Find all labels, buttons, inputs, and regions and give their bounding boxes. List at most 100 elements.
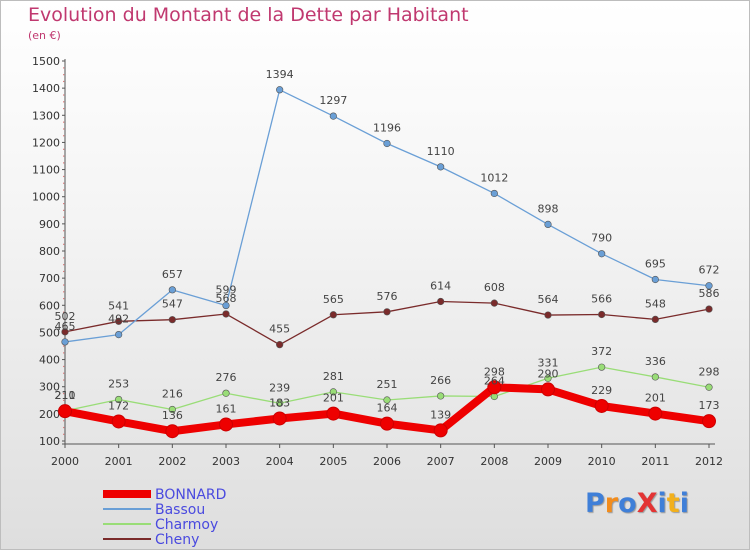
x-tick-label: 2005 bbox=[319, 455, 347, 468]
logo-letter: i bbox=[679, 488, 689, 519]
data-label: 1110 bbox=[427, 145, 455, 158]
data-label: 568 bbox=[216, 292, 237, 305]
data-label: 229 bbox=[591, 384, 612, 397]
data-point bbox=[383, 308, 391, 316]
data-point bbox=[168, 286, 176, 294]
chart-subtitle: (en €) bbox=[28, 29, 61, 42]
y-tick-label: 300 bbox=[39, 381, 60, 394]
data-point bbox=[648, 406, 663, 421]
data-label: 298 bbox=[484, 365, 505, 378]
y-tick-label: 500 bbox=[39, 326, 60, 339]
data-point bbox=[165, 424, 180, 439]
data-label: 1196 bbox=[373, 122, 401, 135]
y-tick-label: 700 bbox=[39, 272, 60, 285]
y-minor-tick bbox=[63, 148, 65, 150]
data-label: 502 bbox=[55, 310, 76, 323]
legend-label-bonnard: BONNARD bbox=[155, 487, 226, 503]
y-minor-tick bbox=[63, 216, 65, 218]
y-minor-tick bbox=[63, 352, 65, 354]
x-tick-label: 2000 bbox=[51, 455, 79, 468]
data-label: 492 bbox=[108, 313, 129, 326]
data-point bbox=[383, 139, 391, 148]
y-tick-label: 200 bbox=[39, 408, 60, 421]
data-label: 695 bbox=[645, 258, 666, 271]
data-label: 298 bbox=[699, 365, 720, 378]
y-tick-label: 100 bbox=[39, 435, 60, 448]
data-point bbox=[705, 305, 713, 313]
data-label: 1394 bbox=[266, 68, 294, 81]
y-minor-tick bbox=[63, 155, 65, 157]
data-label: 211 bbox=[55, 389, 76, 402]
data-label: 161 bbox=[216, 402, 237, 415]
data-point bbox=[219, 417, 233, 432]
data-point bbox=[705, 383, 713, 391]
legend-label-cheny: Cheny bbox=[155, 532, 199, 548]
y-minor-tick bbox=[63, 291, 65, 293]
data-label: 210 bbox=[55, 389, 76, 402]
data-label: 672 bbox=[699, 264, 720, 277]
y-tick-label: 1500 bbox=[32, 55, 60, 68]
y-minor-tick bbox=[63, 74, 65, 76]
data-point bbox=[58, 404, 72, 419]
y-tick-label: 800 bbox=[39, 245, 60, 258]
data-label: 586 bbox=[699, 287, 720, 300]
data-label: 253 bbox=[108, 377, 129, 390]
data-label: 290 bbox=[538, 367, 559, 380]
data-point bbox=[702, 414, 716, 429]
data-point bbox=[222, 310, 230, 318]
data-point bbox=[61, 328, 69, 336]
y-minor-tick bbox=[63, 318, 65, 320]
data-label: 898 bbox=[538, 202, 559, 215]
logo-letter: X bbox=[636, 488, 658, 519]
y-minor-tick bbox=[63, 189, 65, 191]
y-minor-tick bbox=[63, 345, 65, 347]
data-label: 164 bbox=[377, 402, 398, 415]
data-label: 1297 bbox=[319, 94, 347, 107]
data-point bbox=[276, 86, 284, 94]
data-label: 276 bbox=[216, 371, 237, 384]
y-minor-tick bbox=[63, 379, 65, 381]
data-point bbox=[544, 220, 552, 228]
data-label: 614 bbox=[430, 279, 451, 292]
y-minor-tick bbox=[63, 311, 65, 313]
y-minor-tick bbox=[63, 121, 65, 123]
data-point bbox=[437, 392, 445, 400]
y-tick-label: 1200 bbox=[32, 136, 60, 149]
data-label: 564 bbox=[538, 293, 559, 306]
logo-letter: r bbox=[604, 488, 619, 519]
y-minor-tick bbox=[63, 175, 65, 178]
data-point bbox=[544, 311, 552, 319]
data-point bbox=[437, 163, 445, 171]
data-point bbox=[383, 396, 391, 404]
logo-letter: P bbox=[585, 488, 605, 519]
y-tick-label: 600 bbox=[39, 299, 60, 312]
data-label: 136 bbox=[162, 409, 183, 422]
data-label: 266 bbox=[430, 374, 451, 387]
data-point bbox=[541, 382, 555, 397]
x-tick-label: 2008 bbox=[480, 455, 508, 468]
y-minor-tick bbox=[63, 135, 65, 137]
data-point bbox=[168, 316, 176, 324]
data-label: 565 bbox=[323, 293, 344, 306]
data-point bbox=[490, 189, 498, 198]
data-point bbox=[115, 317, 123, 325]
y-minor-tick bbox=[63, 284, 65, 286]
data-label: 608 bbox=[484, 281, 505, 294]
y-minor-tick bbox=[63, 101, 65, 103]
data-point bbox=[329, 112, 337, 120]
data-point bbox=[594, 398, 609, 413]
data-point bbox=[115, 331, 123, 339]
y-minor-tick bbox=[63, 209, 65, 211]
x-tick-label: 2010 bbox=[588, 455, 616, 468]
data-point bbox=[598, 363, 606, 371]
data-point bbox=[276, 341, 284, 349]
data-label: 455 bbox=[269, 323, 290, 336]
x-tick-label: 2011 bbox=[641, 455, 669, 468]
y-minor-tick bbox=[63, 420, 65, 422]
data-label: 139 bbox=[430, 408, 451, 421]
data-label: 281 bbox=[323, 370, 344, 383]
x-tick-label: 2006 bbox=[373, 455, 401, 468]
x-tick-label: 2001 bbox=[105, 455, 133, 468]
y-minor-tick bbox=[63, 372, 65, 374]
